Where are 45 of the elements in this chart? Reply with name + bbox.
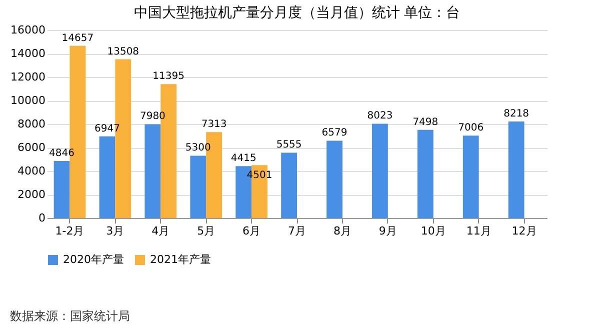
x-tick-label: 4月 <box>152 224 170 238</box>
bar <box>326 140 342 218</box>
bar <box>372 124 388 218</box>
x-tick-label: 9月 <box>378 224 397 238</box>
y-tick-label: 2000 <box>18 188 46 201</box>
y-tick-label: 6000 <box>18 141 46 154</box>
legend-label: 2021年产量 <box>150 253 211 266</box>
x-tick-label: 7月 <box>288 224 306 238</box>
x-tick-label: 1-2月 <box>55 224 84 238</box>
x-tick-label: 12月 <box>512 224 537 238</box>
data-label: 6579 <box>322 128 348 139</box>
bar <box>144 124 161 218</box>
bar <box>190 156 206 218</box>
data-label: 11395 <box>152 71 184 82</box>
data-label: 14657 <box>62 32 94 44</box>
y-tick-label: 8000 <box>18 118 46 130</box>
y-tick-label: 14000 <box>10 47 46 60</box>
data-label: 5555 <box>276 140 302 151</box>
bar <box>99 136 116 218</box>
y-tick-label: 16000 <box>10 24 46 36</box>
y-tick-label: 12000 <box>10 70 46 84</box>
x-tick-label: 6月 <box>242 224 261 238</box>
chart-title: 中国大型拖拉机产量分月度（当月值）统计 单位：台 <box>134 5 460 21</box>
bar <box>462 136 479 218</box>
data-label: 8023 <box>367 110 393 122</box>
bar <box>281 152 297 218</box>
x-tick-label: 11月 <box>466 224 492 238</box>
y-tick-label: 0 <box>38 212 46 224</box>
y-tick-label: 10000 <box>10 94 46 107</box>
data-label: 13508 <box>107 46 140 58</box>
x-tick-label: 8月 <box>333 224 352 238</box>
bar <box>54 161 70 218</box>
y-tick-label: 4000 <box>18 164 46 178</box>
x-tick-label: 5月 <box>197 224 216 238</box>
legend-label: 2020年产量 <box>63 253 124 266</box>
x-tick-label: 10月 <box>420 224 446 238</box>
data-label: 7313 <box>201 119 227 130</box>
data-label: 4415 <box>230 153 256 164</box>
bar <box>508 121 524 218</box>
x-tick-label: 3月 <box>106 224 124 238</box>
data-label: 7006 <box>458 122 484 134</box>
data-label: 8218 <box>504 108 530 120</box>
data-label: 7498 <box>412 116 438 128</box>
bar <box>417 130 434 218</box>
source-note: 数据来源：国家统计局 <box>10 308 130 325</box>
